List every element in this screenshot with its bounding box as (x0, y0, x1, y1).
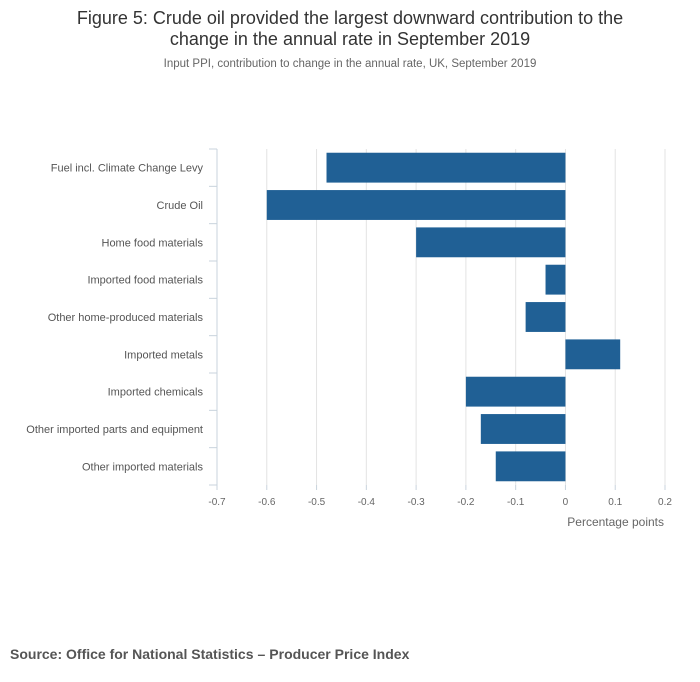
bar (266, 190, 566, 220)
bar (495, 451, 566, 482)
source-note: Source: Office for National Statistics – P… (10, 646, 409, 662)
bar (416, 227, 566, 258)
x-tick-label: -0.2 (457, 497, 475, 508)
bar (565, 339, 621, 370)
x-tick-label: 0.1 (608, 497, 622, 508)
x-tick-label: -0.5 (308, 497, 326, 508)
category-axis: Fuel incl. Climate Change Levy Crude Oil H… (26, 148, 218, 486)
category-label: Crude Oil (157, 200, 203, 212)
category-label: Other imported parts and equipment (26, 424, 203, 436)
category-label: Other home-produced materials (48, 312, 204, 324)
x-tick-label: -0.3 (407, 497, 425, 508)
chart-title-line-2: change in the annual rate in September 2… (169, 29, 531, 49)
source-detail: Producer Price Index (269, 646, 410, 662)
category-label: Imported food materials (87, 275, 203, 287)
bars (266, 152, 621, 482)
category-label: Other imported materials (82, 461, 204, 473)
category-label: Imported chemicals (108, 387, 204, 399)
source-separator: – (257, 646, 266, 662)
category-label: Fuel incl. Climate Change Levy (51, 163, 204, 175)
x-tick-label: -0.7 (208, 497, 226, 508)
x-tick-label: -0.1 (507, 497, 525, 508)
bar (465, 376, 566, 407)
bar (525, 302, 566, 332)
category-label: Home food materials (102, 237, 204, 249)
source-label: Source: Office for National Statistics (10, 646, 254, 662)
x-tick-label: -0.4 (358, 497, 376, 508)
chart-title: Figure 5: Crude oil provided the largest… (0, 8, 700, 50)
value-axis-ticks: -0.7 -0.6 -0.5 -0.4 -0.3 -0.2 -0.1 0 0.1 0.2 (208, 485, 672, 508)
bar (480, 414, 566, 444)
x-tick-label: 0.2 (658, 497, 672, 508)
bar (326, 152, 566, 183)
x-tick-label: 0 (563, 497, 569, 508)
bar (545, 264, 566, 295)
chart-subtitle: Input PPI, contribution to change in the… (163, 58, 537, 70)
chart-title-line-1: Figure 5: Crude oil provided the largest… (76, 8, 624, 28)
x-tick-label: -0.6 (258, 497, 276, 508)
x-axis-title: Percentage points (567, 515, 664, 529)
category-label: Imported metals (124, 349, 203, 361)
